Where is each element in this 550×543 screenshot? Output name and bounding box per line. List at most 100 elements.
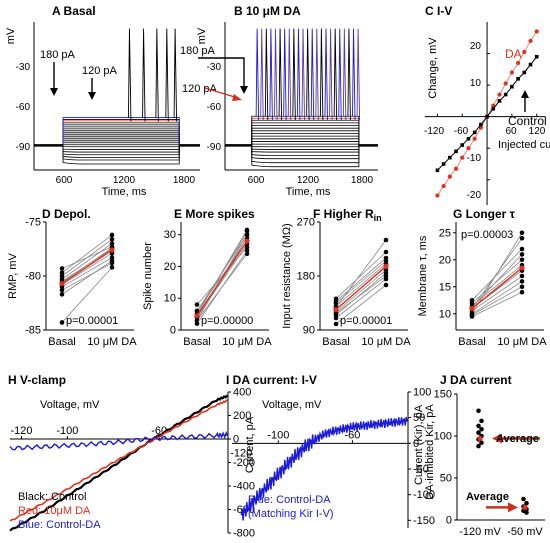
panel-b-ylabel: mV [196,27,208,44]
panel-f-point-da-1 [383,282,389,288]
panel-d-category-2: 10 μM DA [87,336,137,348]
panel-g-mean-basal [469,305,475,311]
panel-e-point-da-9 [244,248,250,253]
panel-a-spike-1 [128,28,132,122]
panel-b-arrowhead-120 [232,94,242,101]
panel-f-pair-line-2 [335,278,387,319]
panel-i-ytick-4: -50 [413,463,429,475]
panel-j-group-1-average-point [477,435,483,442]
panel-d-pair-line-4 [61,252,113,285]
panel-f-pair-line-3 [335,272,387,316]
panel-f-ylabel: Input resistance (MΩ) [281,223,293,328]
panel-d-point-da-6 [109,241,115,246]
panel-f-point-basal-10 [333,310,339,316]
panel-g-point-da-9 [519,230,525,236]
panel-c-series-1-point-12 [503,81,508,86]
panel-f-title-text: F Higher R [313,207,374,221]
panel-g-point-da-11 [519,252,525,257]
panel-a-xtick-2: 1200 [113,175,136,186]
panel-j-group-1-point-5 [476,430,481,435]
panel-g-pair-line-2 [471,281,523,315]
panel-b-spike-17 [329,28,333,121]
panel-b-xtick-2: 1200 [297,175,320,186]
panel-b-spike-21 [347,28,351,121]
panel-f-pair-line-8 [335,257,387,302]
panel-b-trace-7 [225,145,378,148]
panel-f-pair-line-10 [335,275,387,314]
panel-c-series-2-point-8 [479,122,483,127]
panel-j-group-1-point-2 [479,418,484,424]
panel-a-spike-3 [155,28,159,122]
panel-f-pvalue: p=0.00001 [340,315,392,327]
panel-c-series-2-point-13 [510,84,514,89]
panel-a-ytick-2: -60 [16,102,31,113]
panel-b-spike-9 [292,28,296,121]
panel-i-xlabel: Voltage, mV [262,399,322,411]
panel-e-mean-basal [194,313,200,319]
panel-h: H V-clamp Voltage, mV Current, pA -120 -1… [8,373,256,540]
panel-b-annotation-180: 180 pA [180,45,216,57]
panel-h-ytick-1: 400 [233,387,251,399]
panel-a-trace-2 [34,145,200,161]
panel-g-pair-line-10 [471,286,523,316]
panel-g-point-da-8 [519,235,525,241]
panel-d-point-basal-2 [59,287,65,293]
panel-b-spike-8 [287,28,292,121]
panel-h-xtick-2: -100 [56,425,78,437]
panel-a-title: A Basal [52,4,96,18]
panel-a-trace-7 [34,145,200,148]
panel-c-series-2-point-3 [448,155,452,160]
panel-h-ytick-3: 0 [233,434,239,446]
panel-g-pair-line-7 [471,248,523,301]
panel-d-pair-line-9 [61,246,113,269]
panel-b-spike-23 [356,28,361,121]
panel-c-ytick-3: -10 [467,153,482,164]
panel-j-category-2: -50 mV [507,526,543,538]
panel-g-ytick-1: 10 [439,308,451,320]
panel-c-series-2-point-15 [522,70,527,75]
panel-a: A Basal mV -30 -60 -90 600 1200 1800 Tim… [5,4,200,198]
panel-j-group-2-point-1 [521,496,526,502]
panel-b-spike-11 [301,28,305,121]
panel-f-pair-line-1 [335,284,387,325]
panel-e-pair-line-7 [196,247,248,305]
panel-d-pair-line-3 [61,257,113,288]
panel-h-ytick-4: -200 [233,457,255,469]
panel-g-point-basal-7 [469,298,475,303]
panel-c-series-1-point-15 [522,49,527,55]
panel-b-annotation-120-text: 120 pA [182,83,218,95]
panel-g-mean-line [471,267,523,309]
panel-c-series-2-point-9 [485,114,489,119]
panel-b-spike-3 [264,28,269,121]
panel-b-spike-10 [296,28,301,121]
panel-d-pair-line-1 [61,267,113,323]
panel-f-ytick-1: 90 [303,325,315,337]
panel-c-series-1-point-5 [460,155,465,160]
panel-a-trace-22 [34,117,200,146]
panel-i-ytick-3: 0 [413,438,419,450]
panel-c-title: C I-V [425,4,452,18]
panel-f-category-2: 10 μM DA [361,336,411,348]
panel-f-title: F Higher Rin [313,207,382,223]
panel-c-series-1-point-13 [509,70,514,75]
panel-c-series-2-point-10 [491,106,496,111]
panel-b-trace-5 [225,145,378,153]
panel-c-series-1-point-6 [466,146,471,151]
panel-a-xtick-1: 600 [56,175,73,186]
panel-a-trace-4 [34,145,200,156]
panel-f-ytick-3: 270 [297,217,315,229]
panel-d-pair-line-6 [61,243,113,280]
panel-d-pair-line-11 [61,247,113,283]
panel-f-pair-line-4 [335,269,387,313]
panel-c-series-2-point-14 [516,76,520,81]
panel-c-series-1-point-14 [516,60,521,66]
panel-d-point-basal-6 [59,276,65,282]
panel-c-xlabel-text: Injected current, pA [498,139,550,151]
panel-d-ytick-1: -75 [25,217,41,229]
panel-h-series-1 [9,394,229,532]
panel-b-spike-6 [278,28,283,121]
panel-b-xtick-1: 600 [248,175,265,186]
panel-e-point-da-11 [244,232,250,238]
panel-i-ytick-6: -150 [413,515,435,527]
panel-a-arrowhead-120 [88,92,96,100]
